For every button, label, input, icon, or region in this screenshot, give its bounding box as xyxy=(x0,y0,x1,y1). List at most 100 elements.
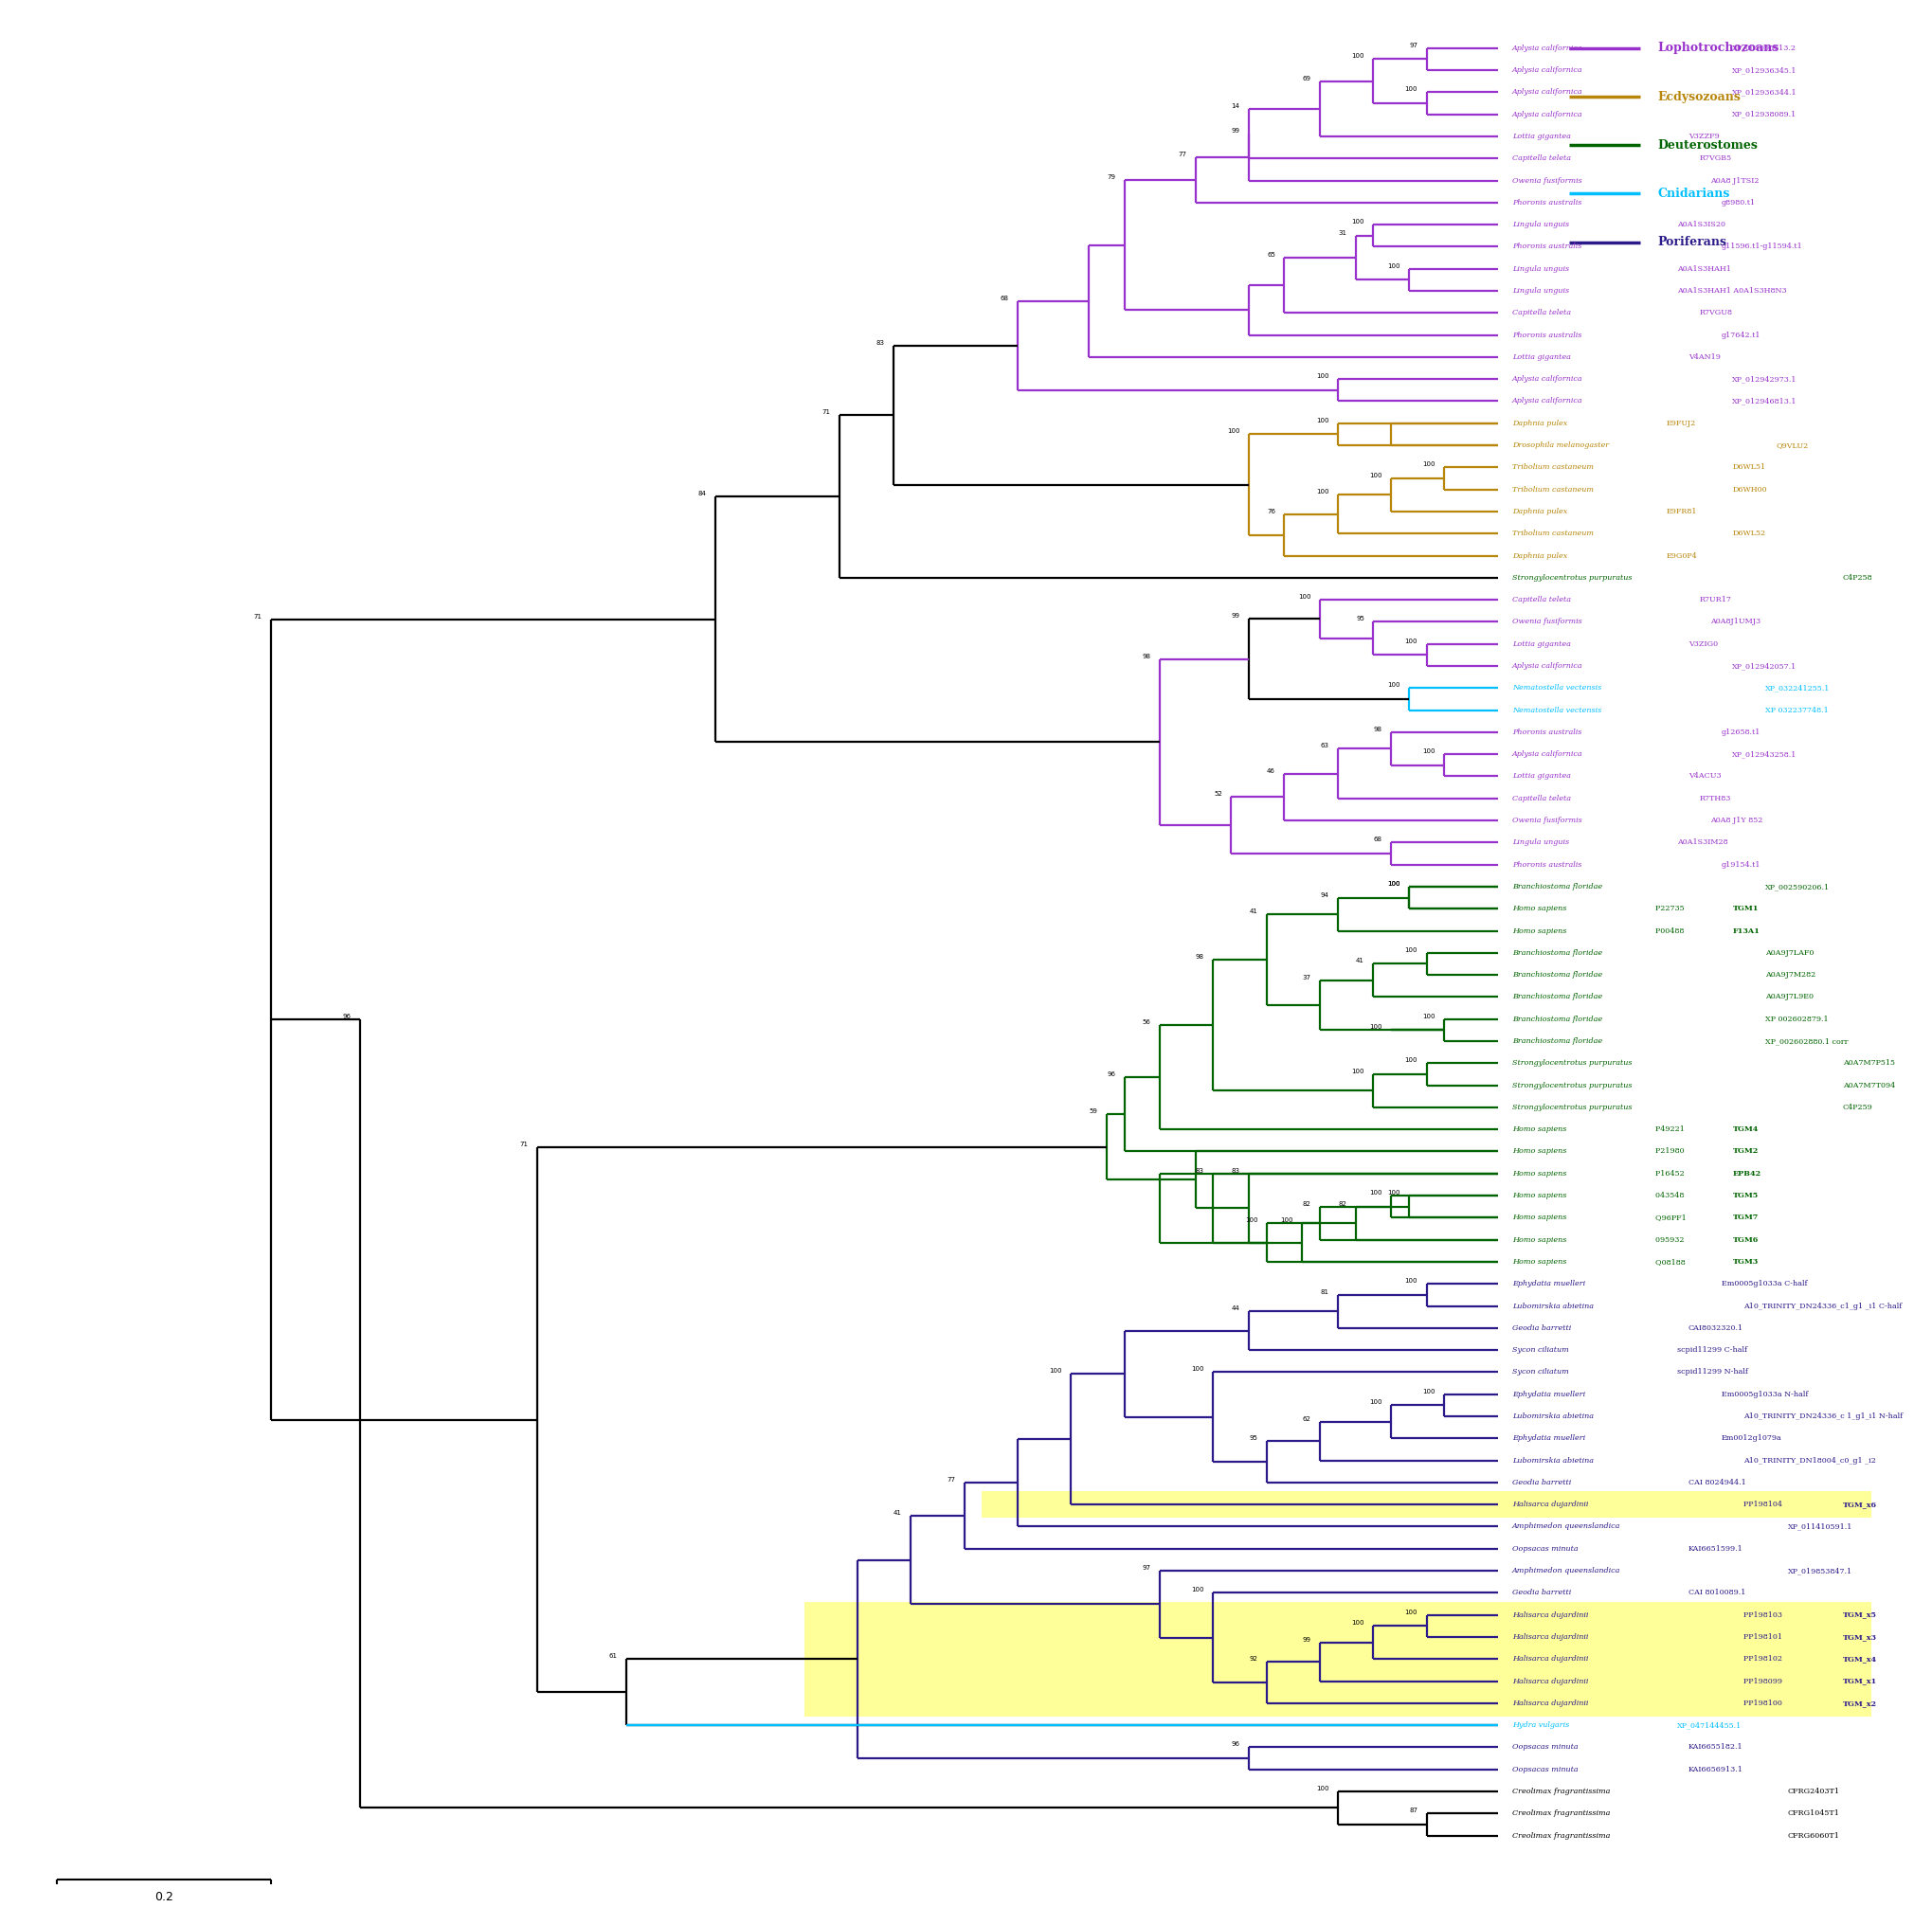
Text: Deuterostomes: Deuterostomes xyxy=(1658,139,1758,151)
Text: 100: 100 xyxy=(1387,1190,1401,1196)
Text: Capitella teleta: Capitella teleta xyxy=(1513,597,1573,603)
Text: Phoronis australis: Phoronis australis xyxy=(1513,332,1582,339)
Text: D6WL52: D6WL52 xyxy=(1733,530,1766,538)
Text: Oopsacas minuta: Oopsacas minuta xyxy=(1513,1743,1580,1751)
Text: CAI8032320.1: CAI8032320.1 xyxy=(1689,1323,1743,1331)
Text: Homo sapiens: Homo sapiens xyxy=(1513,1148,1569,1156)
Text: KAI6655182.1: KAI6655182.1 xyxy=(1689,1743,1743,1751)
Text: 100: 100 xyxy=(1352,1621,1364,1627)
Text: 100: 100 xyxy=(1387,881,1401,887)
Text: Ephydatia muelleri: Ephydatia muelleri xyxy=(1513,1434,1586,1442)
Text: 100: 100 xyxy=(1387,881,1401,887)
Text: Aplysia californica: Aplysia californica xyxy=(1513,751,1584,759)
Text: CAI 8024944.1: CAI 8024944.1 xyxy=(1689,1478,1747,1486)
Text: XP_019853847.1: XP_019853847.1 xyxy=(1787,1568,1853,1575)
Text: A10_TRINITY_DN24336_c 1_g1_i1 N-half: A10_TRINITY_DN24336_c 1_g1_i1 N-half xyxy=(1743,1413,1903,1421)
Text: 100: 100 xyxy=(1422,1388,1435,1394)
Text: 62: 62 xyxy=(1302,1417,1312,1423)
Text: Aplysia californica: Aplysia californica xyxy=(1513,88,1584,95)
Text: Tribolium castaneum: Tribolium castaneum xyxy=(1513,486,1596,494)
Text: Geodia barretti: Geodia barretti xyxy=(1513,1589,1573,1596)
Text: TGM6: TGM6 xyxy=(1733,1236,1758,1243)
Text: 52: 52 xyxy=(1213,791,1223,797)
Text: 92: 92 xyxy=(1250,1655,1258,1661)
Text: Oopsacas minuta: Oopsacas minuta xyxy=(1513,1766,1580,1774)
Text: KAI6656913.1: KAI6656913.1 xyxy=(1689,1766,1743,1774)
Text: V3ZZF9: V3ZZF9 xyxy=(1689,133,1719,139)
Text: Strongylocentrotus purpuratus: Strongylocentrotus purpuratus xyxy=(1513,1081,1633,1089)
Text: 84: 84 xyxy=(697,490,707,496)
Text: Homo sapiens: Homo sapiens xyxy=(1513,906,1569,913)
Text: 83: 83 xyxy=(1231,1167,1240,1173)
Text: KAI6651599.1: KAI6651599.1 xyxy=(1689,1545,1743,1552)
Text: XP_002590206.1: XP_002590206.1 xyxy=(1766,883,1830,891)
Text: Lingula unguis: Lingula unguis xyxy=(1513,839,1571,847)
Text: 100: 100 xyxy=(1192,1587,1204,1592)
Text: Aplysia californica: Aplysia californica xyxy=(1513,662,1584,669)
Text: A0A8 J1TSI2: A0A8 J1TSI2 xyxy=(1710,177,1760,185)
Text: 100: 100 xyxy=(1352,53,1364,59)
Text: Daphnia pulex: Daphnia pulex xyxy=(1513,551,1569,559)
Text: Aplysia californica: Aplysia californica xyxy=(1513,44,1584,51)
Text: 37: 37 xyxy=(1302,974,1312,980)
Text: 100: 100 xyxy=(1405,1278,1418,1283)
Text: Owenia fusiformis: Owenia fusiformis xyxy=(1513,816,1584,824)
Text: PP198103: PP198103 xyxy=(1743,1611,1785,1619)
Text: Lingula unguis: Lingula unguis xyxy=(1513,221,1571,229)
Text: Halisarca dujardinii: Halisarca dujardinii xyxy=(1513,1611,1590,1619)
Text: Lottia gigantea: Lottia gigantea xyxy=(1513,353,1573,360)
Text: TGM_x2: TGM_x2 xyxy=(1843,1699,1876,1707)
Text: TGM_x6: TGM_x6 xyxy=(1843,1501,1876,1508)
Text: CFRG2403T1: CFRG2403T1 xyxy=(1787,1787,1839,1794)
Text: Branchiostoma floridae: Branchiostoma floridae xyxy=(1513,1037,1604,1045)
Text: Em0005g1033a N-half: Em0005g1033a N-half xyxy=(1721,1390,1808,1398)
Text: XP 002602879.1: XP 002602879.1 xyxy=(1766,1015,1828,1022)
Text: Geodia barretti: Geodia barretti xyxy=(1513,1323,1573,1331)
Text: Oopsacas minuta: Oopsacas minuta xyxy=(1513,1545,1580,1552)
Text: XP_047144455.1: XP_047144455.1 xyxy=(1677,1722,1743,1730)
Text: R7VGU8: R7VGU8 xyxy=(1700,309,1733,317)
Text: Q9VLU2: Q9VLU2 xyxy=(1777,442,1808,448)
Text: 71: 71 xyxy=(520,1142,529,1148)
Text: 100: 100 xyxy=(1422,749,1435,755)
Text: Lottia gigantea: Lottia gigantea xyxy=(1513,772,1573,780)
Text: Phoronis australis: Phoronis australis xyxy=(1513,242,1582,250)
Text: 99: 99 xyxy=(1302,1636,1312,1642)
Text: XP_012936344.1: XP_012936344.1 xyxy=(1733,88,1797,95)
Text: Strongylocentrotus purpuratus: Strongylocentrotus purpuratus xyxy=(1513,1060,1633,1068)
Text: C4P259: C4P259 xyxy=(1843,1104,1872,1112)
Text: P21980: P21980 xyxy=(1656,1148,1687,1156)
Text: 63: 63 xyxy=(1320,744,1329,749)
Text: Homo sapiens: Homo sapiens xyxy=(1513,1236,1569,1243)
Text: Homo sapiens: Homo sapiens xyxy=(1513,1192,1569,1200)
Text: 100: 100 xyxy=(1387,263,1401,269)
Text: g12658.t1: g12658.t1 xyxy=(1721,728,1760,736)
Text: PP198102: PP198102 xyxy=(1743,1655,1785,1663)
Text: 31: 31 xyxy=(1339,231,1347,236)
Text: 77: 77 xyxy=(1179,151,1186,156)
Text: Capitella teleta: Capitella teleta xyxy=(1513,309,1573,317)
Text: 100: 100 xyxy=(1049,1367,1063,1373)
Text: 100: 100 xyxy=(1352,219,1364,225)
Text: Capitella teleta: Capitella teleta xyxy=(1513,795,1573,803)
Text: Em0005g1033a C-half: Em0005g1033a C-half xyxy=(1721,1280,1806,1287)
Text: 96: 96 xyxy=(342,1015,352,1020)
Text: 65: 65 xyxy=(1267,252,1275,257)
Text: 82: 82 xyxy=(1302,1201,1312,1207)
Text: XP_011410591.1: XP_011410591.1 xyxy=(1787,1524,1853,1531)
Text: XP_012936345.1: XP_012936345.1 xyxy=(1733,67,1797,74)
Text: XP_012938089.1: XP_012938089.1 xyxy=(1733,111,1797,118)
Text: A0A1S3IM28: A0A1S3IM28 xyxy=(1677,839,1727,847)
Text: 46: 46 xyxy=(1267,769,1275,774)
Text: 100: 100 xyxy=(1405,1058,1418,1064)
Text: CAI 8010089.1: CAI 8010089.1 xyxy=(1689,1589,1745,1596)
Text: Lingula unguis: Lingula unguis xyxy=(1513,265,1571,273)
Text: R7UR17: R7UR17 xyxy=(1700,597,1731,603)
Text: 79: 79 xyxy=(1107,174,1115,179)
Text: Phoronis australis: Phoronis australis xyxy=(1513,198,1582,206)
Text: Strongylocentrotus purpuratus: Strongylocentrotus purpuratus xyxy=(1513,574,1633,582)
Text: D6WL51: D6WL51 xyxy=(1733,463,1766,471)
Text: 100: 100 xyxy=(1316,490,1329,496)
Text: Aplysia californica: Aplysia californica xyxy=(1513,376,1584,383)
Text: Lubomirskia abietina: Lubomirskia abietina xyxy=(1513,1413,1596,1421)
